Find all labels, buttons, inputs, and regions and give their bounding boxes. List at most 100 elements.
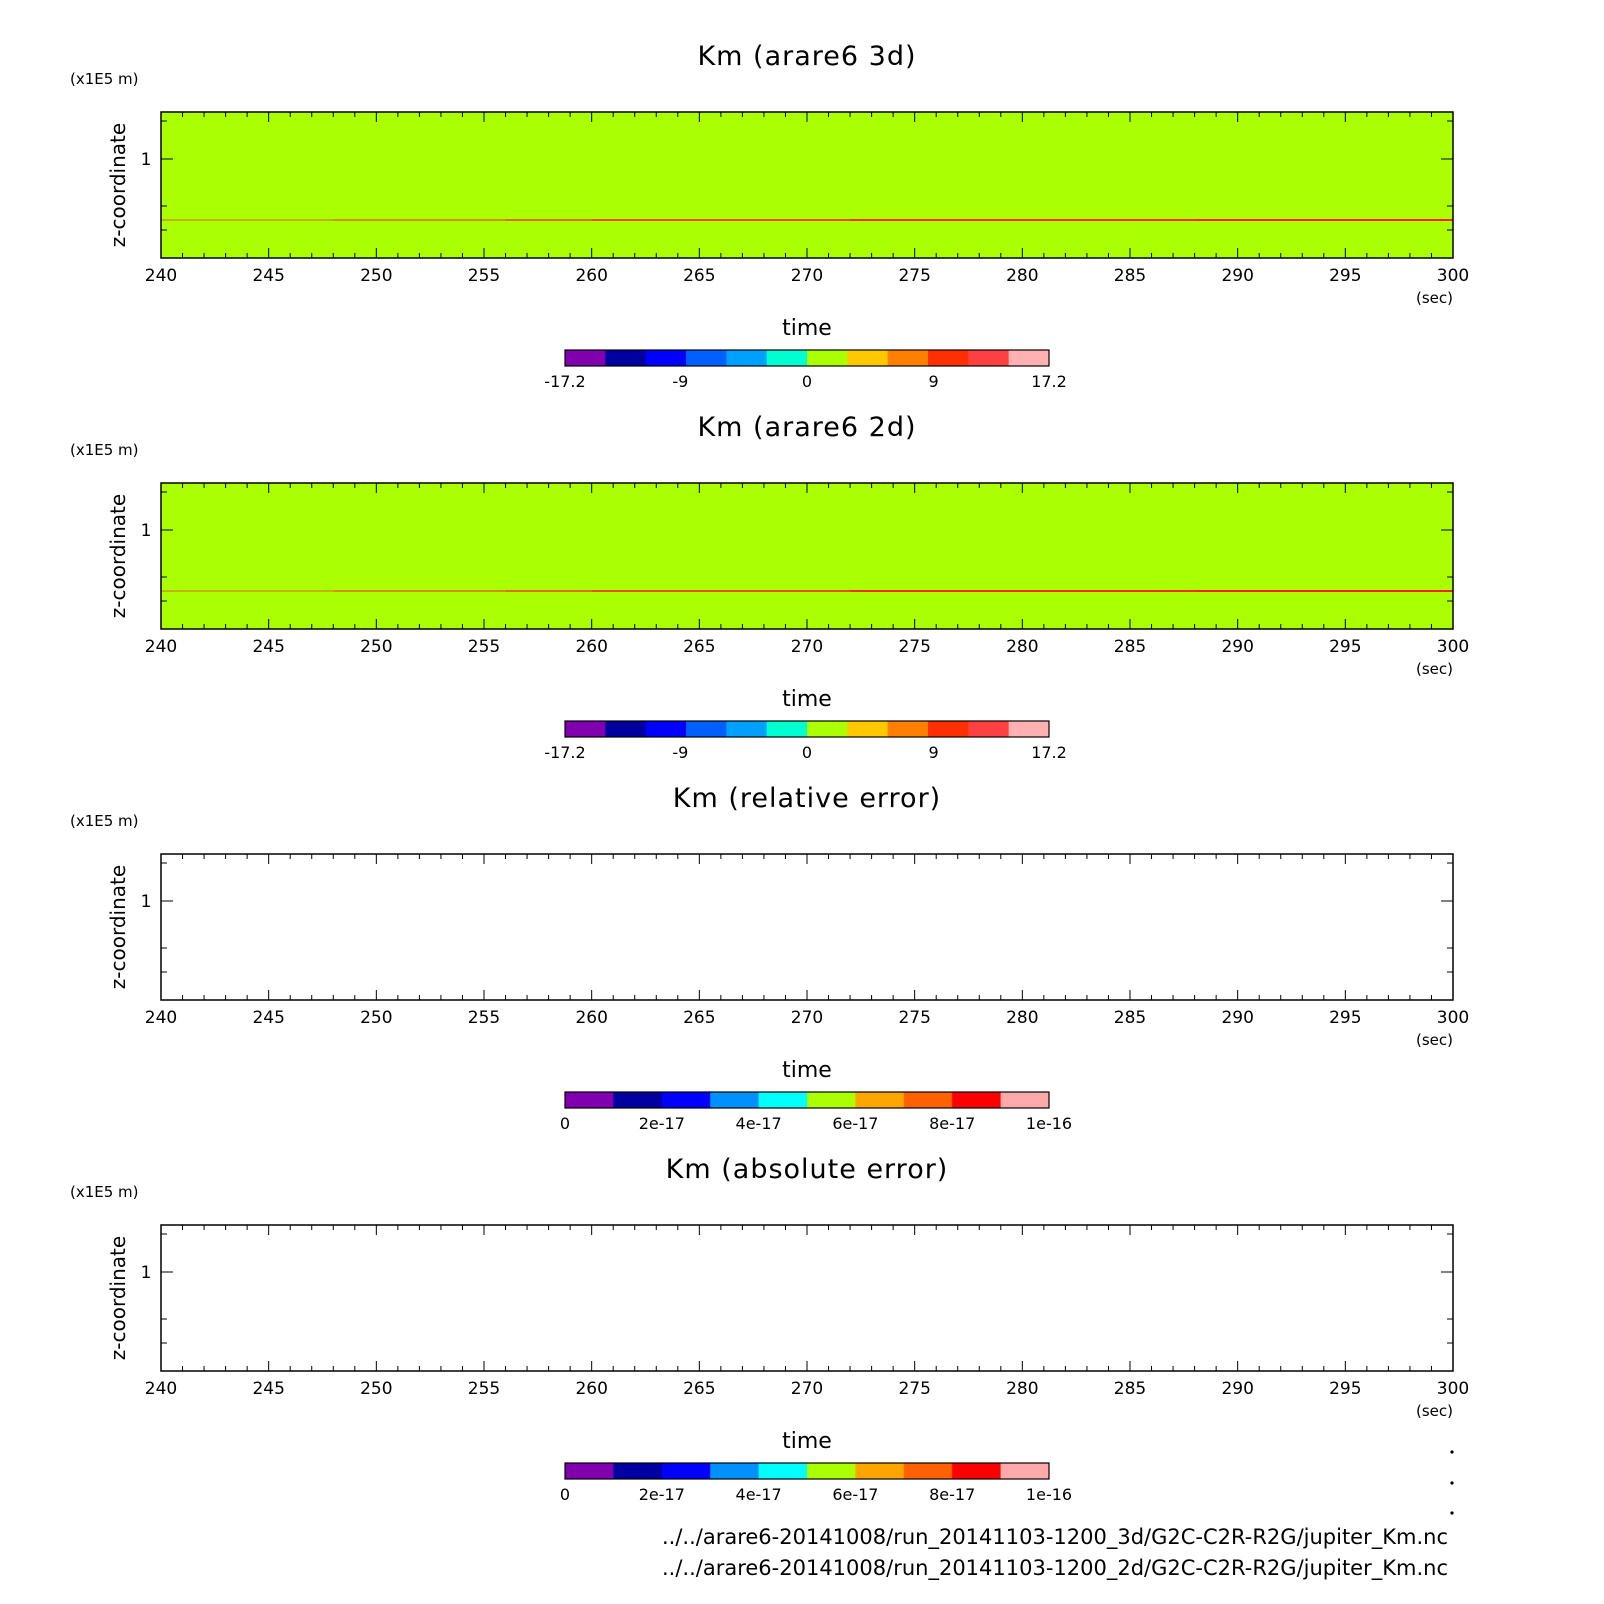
colorbar-label: -9 bbox=[672, 743, 688, 762]
colorbar-bin bbox=[645, 350, 687, 366]
colorbar-label: 1e-16 bbox=[1026, 1114, 1072, 1133]
x-tick-label: 240 bbox=[145, 266, 177, 286]
y-axis-label: z-coordinate bbox=[106, 494, 130, 618]
colorbar-label: 1e-16 bbox=[1026, 1485, 1072, 1504]
colorbar-label: -17.2 bbox=[544, 372, 585, 391]
x-tick-label: 295 bbox=[1329, 637, 1361, 657]
x-axis-unit: (sec) bbox=[1416, 289, 1453, 307]
colorbar-bin bbox=[686, 721, 727, 737]
colorbar-label: -9 bbox=[672, 372, 688, 391]
x-tick-label: 290 bbox=[1221, 266, 1253, 286]
heatmap-field bbox=[161, 483, 1453, 629]
x-tick-label: 255 bbox=[468, 1379, 500, 1399]
y-tick-label: 1 bbox=[141, 521, 152, 541]
x-tick-label: 275 bbox=[898, 1008, 930, 1028]
x-tick-label: 280 bbox=[1006, 1008, 1038, 1028]
colorbar-label: 6e-17 bbox=[832, 1114, 878, 1133]
x-tick-label: 260 bbox=[575, 1379, 607, 1399]
colorbar-bin bbox=[605, 350, 647, 366]
colorbar-bin bbox=[807, 721, 848, 737]
x-tick-label: 290 bbox=[1221, 637, 1253, 657]
x-tick-label: 295 bbox=[1329, 266, 1361, 286]
heatmap-band-segment bbox=[1194, 219, 1453, 221]
y-tick-label: 1 bbox=[141, 892, 152, 912]
heatmap-band-segment bbox=[505, 219, 592, 221]
x-axis-unit: (sec) bbox=[1416, 1402, 1453, 1420]
x-tick-label: 245 bbox=[252, 637, 284, 657]
heatmap-field bbox=[161, 1225, 1453, 1371]
colorbar-bin bbox=[847, 350, 889, 366]
colorbar-bin bbox=[613, 1463, 663, 1479]
x-tick-label: 300 bbox=[1437, 637, 1469, 657]
chart-panel-1: Km (arare6 3d) (x1E5 m) 240 245 250 255 260 265… bbox=[70, 41, 1469, 391]
colorbar-bin bbox=[565, 1092, 614, 1108]
colorbar-label: 9 bbox=[929, 372, 939, 391]
x-tick-label: 285 bbox=[1114, 1008, 1146, 1028]
x-tick-label: 240 bbox=[145, 637, 177, 657]
colorbar-bin bbox=[686, 350, 727, 366]
colorbar-label: 0 bbox=[802, 372, 812, 391]
heatmap-band-segment bbox=[591, 219, 851, 221]
colorbar-bin bbox=[661, 1463, 711, 1479]
x-tick-label: 240 bbox=[145, 1008, 177, 1028]
x-tick-label: 265 bbox=[683, 1379, 715, 1399]
colorbar-bin bbox=[928, 721, 969, 737]
x-tick-label: 250 bbox=[360, 1008, 392, 1028]
colorbar-bin bbox=[807, 350, 848, 366]
x-tick-label: 300 bbox=[1437, 1379, 1469, 1399]
colorbar-bin bbox=[1000, 1092, 1050, 1108]
x-tick-label: 285 bbox=[1114, 1379, 1146, 1399]
colorbar-label: 4e-17 bbox=[736, 1114, 782, 1133]
colorbar-bin bbox=[565, 350, 606, 366]
colorbar-bin bbox=[968, 350, 1010, 366]
x-tick-label: 255 bbox=[468, 637, 500, 657]
x-axis-unit: (sec) bbox=[1416, 1031, 1453, 1049]
colorbar-label: 2e-17 bbox=[639, 1485, 685, 1504]
source-file-2d: ../../arare6-20141008/run_20141103-1200_… bbox=[661, 1556, 1448, 1580]
colorbar-bin bbox=[1008, 721, 1050, 737]
x-tick-label: 260 bbox=[575, 637, 607, 657]
x-tick-label: 250 bbox=[360, 1379, 392, 1399]
x-tick-label: 290 bbox=[1221, 1379, 1253, 1399]
heatmap-band-segment bbox=[333, 590, 506, 592]
x-axis-label: time bbox=[782, 316, 832, 341]
colorbar-bin bbox=[952, 1092, 1002, 1108]
x-tick-label: 300 bbox=[1437, 1008, 1469, 1028]
x-tick-label: 260 bbox=[575, 1008, 607, 1028]
heatmap-band-segment bbox=[850, 219, 1195, 221]
heatmap-band-segment bbox=[161, 590, 334, 592]
colorbar-frame bbox=[564, 720, 1050, 738]
colorbar-bin bbox=[903, 1092, 953, 1108]
x-axis-label: time bbox=[782, 1429, 832, 1454]
colorbar-bin bbox=[1000, 1463, 1050, 1479]
colorbar-bin bbox=[605, 721, 647, 737]
chart-panel-2: Km (arare6 2d) (x1E5 m) 240 245 250 255 260 265… bbox=[70, 412, 1469, 762]
chart-panel-4: Km (absolute error) (x1E5 m) 240 245 250 255 2… bbox=[70, 1154, 1469, 1504]
heatmap-band-segment bbox=[161, 219, 334, 221]
source-file-3d: ../../arare6-20141008/run_20141103-1200_… bbox=[661, 1525, 1448, 1549]
y-tick-label: 1 bbox=[141, 1263, 152, 1283]
colorbar-frame bbox=[564, 1091, 1050, 1109]
x-tick-label: 265 bbox=[683, 637, 715, 657]
colorbar-bin bbox=[766, 721, 808, 737]
colorbar-bin bbox=[766, 350, 808, 366]
colorbar-bin bbox=[565, 721, 606, 737]
heatmap-field bbox=[161, 112, 1453, 258]
colorbar-label: 6e-17 bbox=[832, 1485, 878, 1504]
x-tick-label: 265 bbox=[683, 266, 715, 286]
chart-title: Km (relative error) bbox=[673, 783, 941, 814]
x-tick-label: 250 bbox=[360, 637, 392, 657]
colorbar-label: 8e-17 bbox=[929, 1114, 975, 1133]
colorbar-bin bbox=[903, 1463, 953, 1479]
x-tick-label: 270 bbox=[791, 266, 823, 286]
x-axis-label: time bbox=[782, 1058, 832, 1083]
colorbar-label: 4e-17 bbox=[736, 1485, 782, 1504]
x-tick-label: 250 bbox=[360, 266, 392, 286]
colorbar-frame bbox=[564, 1462, 1050, 1480]
x-tick-label: 240 bbox=[145, 1379, 177, 1399]
x-tick-label: 295 bbox=[1329, 1379, 1361, 1399]
x-tick-label: 265 bbox=[683, 1008, 715, 1028]
x-tick-label: 285 bbox=[1114, 266, 1146, 286]
x-tick-label: 260 bbox=[575, 266, 607, 286]
